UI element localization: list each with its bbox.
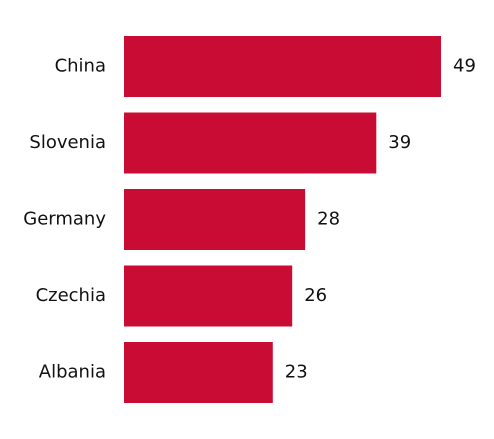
value-label: 39 [388,132,411,153]
bar [124,36,441,97]
value-label: 28 [317,209,340,230]
bar [124,112,377,174]
y-tick-label: Albania [39,362,106,383]
value-label: 23 [285,362,308,383]
bar [124,189,306,250]
value-label: 26 [304,285,327,306]
bar [124,265,293,327]
bar [124,342,273,403]
y-tick-label: Czechia [36,285,106,306]
y-tick-label: China [55,56,106,77]
value-label: 49 [453,56,476,77]
y-tick-label: Slovenia [29,132,106,153]
y-tick-label: Germany [23,209,106,230]
